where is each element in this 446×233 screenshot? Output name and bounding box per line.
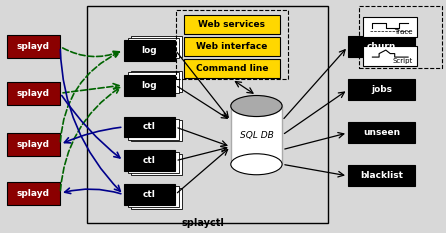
- Bar: [363, 46, 417, 66]
- Text: Script: Script: [392, 58, 413, 64]
- Bar: [348, 165, 415, 186]
- Bar: [124, 150, 175, 171]
- Bar: [131, 188, 182, 209]
- Bar: [128, 186, 179, 207]
- Bar: [128, 152, 179, 173]
- Text: Web services: Web services: [198, 20, 265, 29]
- Bar: [7, 133, 60, 156]
- Bar: [131, 120, 182, 141]
- Bar: [131, 71, 182, 92]
- Bar: [131, 154, 182, 175]
- Bar: [184, 59, 280, 78]
- Bar: [124, 184, 175, 205]
- Ellipse shape: [231, 96, 282, 116]
- Bar: [131, 36, 182, 57]
- Bar: [363, 17, 417, 37]
- Text: churn: churn: [367, 42, 396, 51]
- Text: Command line: Command line: [196, 64, 268, 73]
- Bar: [124, 40, 175, 61]
- Text: unseen: unseen: [363, 128, 400, 137]
- Text: splayd: splayd: [17, 189, 50, 198]
- Text: splayd: splayd: [17, 42, 50, 51]
- Bar: [184, 15, 280, 34]
- Bar: [7, 182, 60, 205]
- Text: ctl: ctl: [143, 156, 156, 165]
- Bar: [359, 6, 442, 68]
- Text: splayctl: splayctl: [182, 218, 224, 228]
- Bar: [231, 106, 282, 164]
- Bar: [7, 82, 60, 105]
- Bar: [7, 35, 60, 58]
- Text: jobs: jobs: [371, 85, 392, 94]
- Bar: [128, 38, 179, 58]
- Text: log: log: [141, 46, 157, 55]
- Text: Trace: Trace: [394, 29, 413, 35]
- Bar: [348, 79, 415, 100]
- Text: ctl: ctl: [143, 190, 156, 199]
- Text: Web interface: Web interface: [196, 42, 268, 51]
- Text: splayd: splayd: [17, 140, 50, 149]
- Text: splayd: splayd: [17, 89, 50, 98]
- Text: SQL DB: SQL DB: [240, 131, 273, 140]
- Text: ctl: ctl: [143, 123, 156, 131]
- Text: blacklist: blacklist: [360, 171, 403, 180]
- Bar: [128, 119, 179, 140]
- Bar: [128, 72, 179, 93]
- Ellipse shape: [231, 154, 282, 175]
- Bar: [348, 36, 415, 57]
- Bar: [124, 116, 175, 137]
- Bar: [348, 122, 415, 143]
- Bar: [176, 10, 288, 79]
- Bar: [184, 37, 280, 56]
- Bar: [87, 6, 328, 223]
- Text: log: log: [141, 81, 157, 89]
- Bar: [124, 75, 175, 96]
